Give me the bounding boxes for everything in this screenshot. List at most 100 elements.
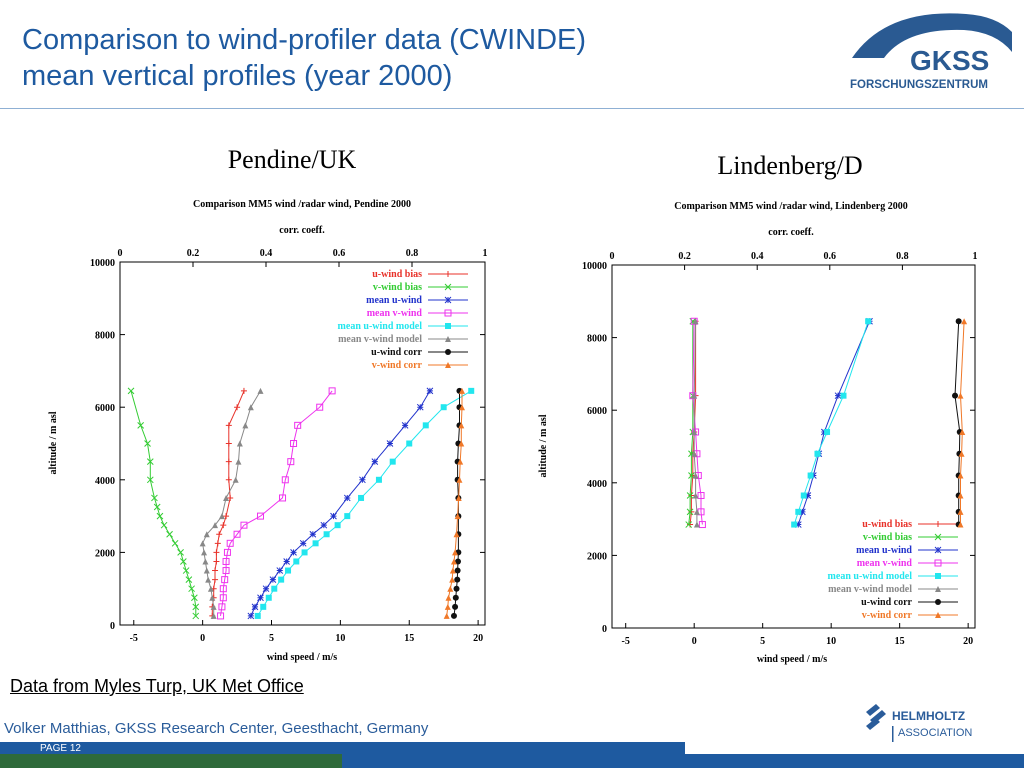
data-point — [952, 392, 959, 399]
series-mean-u-wind-model — [254, 387, 475, 619]
data-point — [416, 403, 424, 411]
legend-entry: u-wind bias — [862, 519, 958, 530]
data-point — [182, 567, 190, 574]
data-point — [260, 603, 267, 610]
y-tick-label: 0 — [110, 621, 115, 632]
x-tick-label: 20 — [473, 633, 483, 644]
data-point — [203, 531, 210, 538]
data-point — [254, 612, 261, 619]
data-point — [344, 513, 351, 520]
data-point — [171, 539, 179, 547]
data-point — [359, 476, 366, 484]
slide-title: Comparison to wind-profiler data (CWINDE… — [22, 22, 802, 94]
legend-marker — [934, 559, 942, 567]
data-point — [153, 503, 161, 511]
data-point — [468, 387, 475, 394]
data-point — [227, 494, 234, 501]
data-point — [218, 513, 225, 520]
data-point — [265, 594, 272, 601]
data-point — [144, 440, 151, 447]
data-point — [358, 494, 365, 501]
y-tick-label: 8000 — [95, 331, 115, 342]
y-tick-label: 10000 — [90, 258, 115, 269]
data-point — [160, 521, 168, 529]
series-u-wind-corr — [450, 387, 463, 619]
legend-marker — [444, 296, 452, 304]
series-mean-u-wind — [794, 317, 873, 528]
legend-marker — [935, 521, 941, 527]
data-point — [791, 521, 798, 528]
data-point — [290, 549, 297, 556]
gkss-logo-subtext: FORSCHUNGSZENTRUM — [850, 79, 988, 91]
x-tick-label: 0 — [200, 633, 205, 644]
x-tick-label: 15 — [404, 633, 414, 644]
data-point — [257, 594, 264, 602]
data-point — [234, 404, 241, 411]
x-tick-label: -5 — [622, 636, 630, 647]
data-point — [209, 594, 216, 601]
legend-label: mean v-wind — [857, 558, 913, 569]
data-point — [449, 567, 456, 574]
y-tick-label: 10000 — [582, 261, 607, 272]
x-tick-label: 0 — [692, 636, 697, 647]
data-point — [698, 521, 706, 529]
data-point — [320, 521, 328, 529]
legend-marker — [444, 309, 452, 317]
data-point — [814, 450, 821, 457]
legend-entry: mean v-wind — [367, 308, 468, 319]
gkss-logo-arc — [852, 13, 1012, 58]
legend-entry: mean u-wind model — [828, 571, 958, 582]
data-point — [235, 458, 242, 465]
x2-tick-label: 0.6 — [333, 248, 346, 259]
x-tick-label: -5 — [130, 633, 138, 644]
data-point — [281, 476, 289, 484]
data-point — [688, 508, 695, 515]
data-point — [290, 440, 298, 447]
data-point — [692, 318, 699, 325]
data-point — [220, 522, 227, 529]
data-point — [401, 421, 409, 429]
legend-entry: v-wind corr — [862, 610, 958, 621]
data-point — [240, 521, 248, 529]
y-tick-label: 6000 — [95, 403, 115, 414]
data-point — [691, 428, 698, 435]
data-point — [455, 494, 462, 501]
data-point — [454, 576, 461, 583]
data-point — [217, 612, 225, 620]
legend-label: u-wind bias — [372, 269, 422, 280]
data-point — [824, 428, 831, 435]
legend-marker — [445, 271, 451, 277]
x2-tick-label: 0.4 — [260, 248, 273, 259]
legend-entry: mean u-wind model — [338, 321, 468, 332]
series-line — [797, 321, 870, 525]
data-point — [422, 422, 429, 429]
data-point — [961, 318, 968, 325]
data-point — [459, 404, 466, 411]
data-point — [452, 594, 459, 601]
series-mean-v-wind-model — [199, 387, 264, 619]
data-point — [202, 558, 209, 565]
data-point — [219, 585, 227, 593]
data-point — [454, 567, 461, 574]
x2-tick-label: 1 — [973, 251, 978, 262]
legend-entry: mean u-wind — [856, 545, 958, 556]
data-point — [210, 603, 217, 610]
data-point — [389, 458, 396, 465]
data-point — [222, 557, 230, 565]
data-point — [212, 522, 219, 529]
data-point — [269, 576, 277, 583]
data-point — [316, 403, 324, 411]
x2-tick-label: 0.6 — [824, 251, 837, 262]
data-point — [799, 508, 806, 516]
data-point — [218, 603, 226, 611]
legend-label: mean v-wind model — [828, 584, 912, 595]
helmholtz-logo-mark — [866, 704, 886, 730]
data-source-note: Data from Myles Turp, UK Met Office — [10, 676, 304, 696]
data-point — [146, 476, 154, 484]
data-point — [285, 567, 292, 574]
data-point — [287, 458, 295, 466]
data-point — [444, 603, 451, 610]
data-point — [957, 521, 964, 528]
legend-entry: mean v-wind — [857, 558, 958, 569]
chart-panel-1: Pendine/UK Comparison MM5 wind /radar win… — [48, 145, 488, 663]
